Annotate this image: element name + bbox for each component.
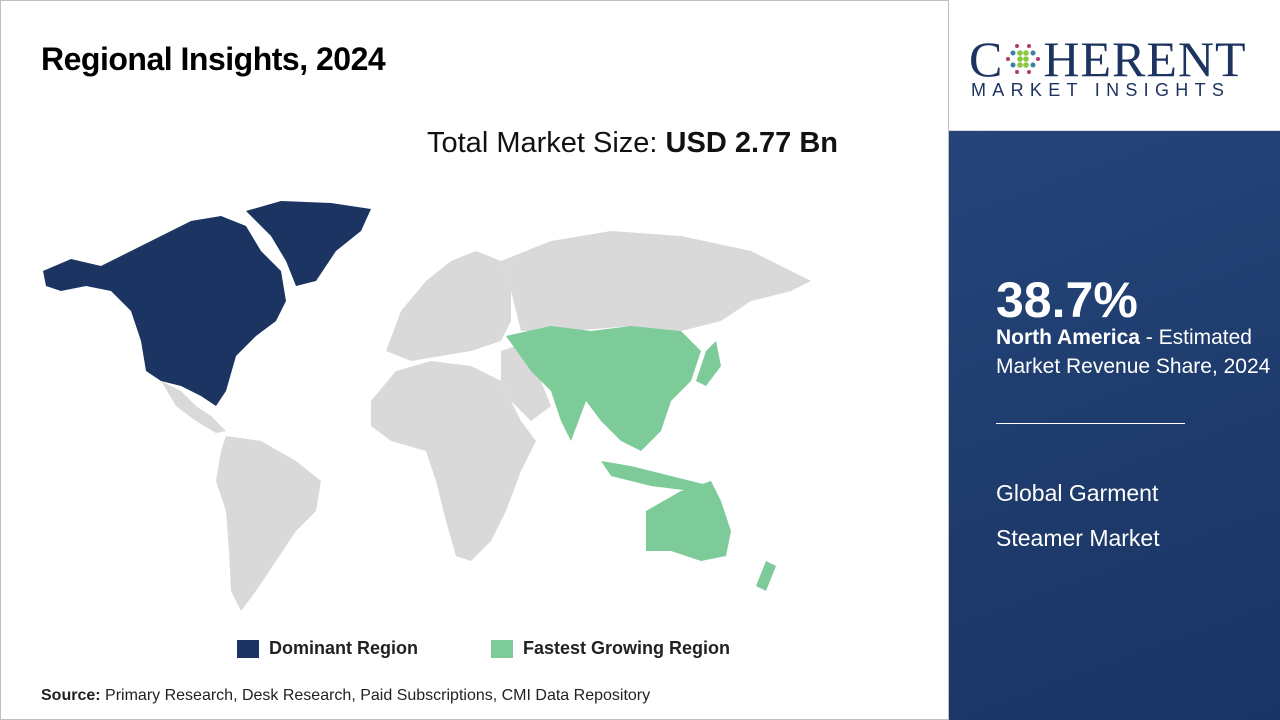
map-europe (386, 251, 511, 361)
map-greenland (246, 201, 371, 286)
map-south-america (216, 436, 321, 611)
legend-swatch-fastest (491, 639, 513, 658)
legend-fastest: Fastest Growing Region (491, 638, 730, 659)
source-note: Source: Primary Research, Desk Research,… (41, 687, 650, 705)
map-central-america (161, 381, 226, 433)
share-region: North America (996, 326, 1140, 349)
share-percent: 38.7% (996, 272, 1138, 328)
legend-swatch-dominant (237, 639, 259, 658)
legend-label-dominant: Dominant Region (269, 638, 418, 658)
market-name: Global Garment Steamer Market (996, 471, 1160, 561)
map-asia-pacific (506, 326, 701, 451)
logo-tagline: MARKET INSIGHTS (971, 80, 1231, 100)
world-map (43, 201, 811, 611)
company-logo: C HERENT MARKET INSIGHTS (949, 0, 1280, 131)
total-market-size: Total Market Size: USD 2.77 Bn (427, 127, 838, 160)
share-description: North America - Estimated Market Revenue… (996, 323, 1276, 381)
map-russia (501, 231, 811, 331)
source-label: Source: (41, 687, 101, 704)
market-size-value: USD 2.77 Bn (665, 127, 838, 159)
divider (996, 423, 1185, 424)
map-new-zealand (756, 561, 776, 591)
legend-label-fastest: Fastest Growing Region (523, 638, 731, 658)
main-panel: Regional Insights, 2024 Total Market Siz… (0, 0, 949, 720)
stats-panel: 38.7% North America - Estimated Market R… (949, 131, 1280, 720)
market-name-line1: Global Garment (996, 480, 1159, 506)
market-name-line2: Steamer Market (996, 525, 1160, 551)
map-australia (646, 481, 731, 561)
market-size-label: Total Market Size: (427, 127, 658, 159)
map-africa (371, 361, 536, 561)
map-japan (696, 341, 721, 386)
share-text: - Estimated Market Revenue Share, 2024 (996, 326, 1271, 378)
map-north-america (43, 216, 286, 406)
legend-dominant: Dominant Region (237, 638, 418, 659)
map-indonesia (601, 461, 711, 491)
page-title: Regional Insights, 2024 (41, 41, 386, 77)
globe-dots-icon (1006, 44, 1041, 74)
source-text: Primary Research, Desk Research, Paid Su… (105, 687, 651, 704)
logo-wordmark: C HERENT (969, 31, 1247, 87)
map-middle-east (501, 341, 551, 421)
